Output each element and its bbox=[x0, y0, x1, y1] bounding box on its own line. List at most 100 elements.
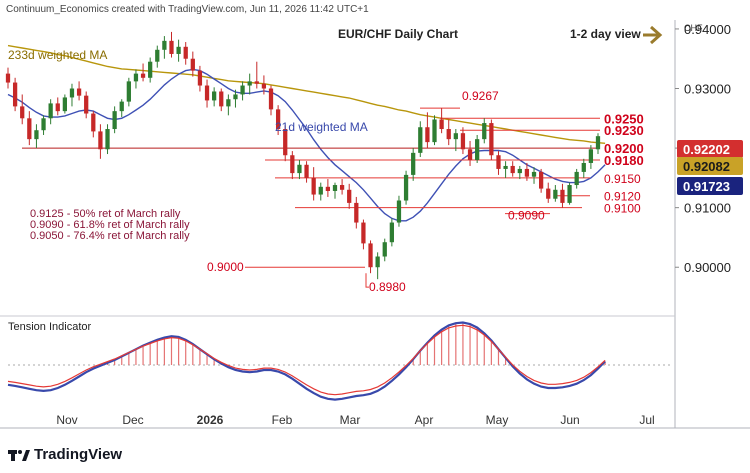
time-tick-label: 2026 bbox=[197, 413, 224, 427]
time-tick-label: May bbox=[486, 413, 509, 427]
time-tick-label: Mar bbox=[340, 413, 361, 427]
candle-body bbox=[304, 164, 309, 178]
candle-body bbox=[439, 119, 444, 130]
candle-body bbox=[418, 127, 423, 153]
candle-body bbox=[226, 99, 231, 107]
candle-body bbox=[354, 202, 359, 223]
candle-body bbox=[219, 91, 224, 107]
candle-body bbox=[20, 106, 25, 119]
level-label: 0.9250 bbox=[604, 111, 644, 126]
candle-body bbox=[76, 88, 82, 96]
level-label: 0.9180 bbox=[604, 153, 644, 168]
candle-body bbox=[567, 185, 572, 203]
level-label: 0.9150 bbox=[604, 172, 641, 186]
tension-line bbox=[7, 321, 606, 401]
candle-body bbox=[546, 188, 551, 199]
candle-body bbox=[531, 171, 537, 177]
candle-body bbox=[453, 133, 458, 140]
candle-body bbox=[55, 103, 60, 112]
level-label: 0.9090 bbox=[508, 209, 545, 223]
candle-body bbox=[517, 168, 522, 174]
price-badge-ma21 bbox=[677, 177, 743, 195]
candle-body bbox=[560, 189, 565, 203]
candle-body bbox=[204, 85, 210, 101]
note-3: 0.9050 - 76.4% ret of March rally bbox=[30, 230, 190, 242]
price-badge-last-label: 0.92202 bbox=[683, 142, 730, 157]
price-tick-label: 0.93000 bbox=[684, 82, 731, 97]
time-tick-label: Jun bbox=[560, 413, 579, 427]
candle-body bbox=[27, 118, 32, 140]
candle-body bbox=[382, 242, 387, 257]
price-tick-label: 0.94000 bbox=[684, 22, 731, 37]
candle-body bbox=[197, 70, 203, 86]
right-arrow-icon bbox=[643, 25, 663, 45]
candle-body bbox=[425, 127, 430, 143]
time-tick-label: Feb bbox=[272, 413, 293, 427]
candle-body bbox=[119, 101, 124, 112]
tradingview-icon bbox=[8, 449, 30, 461]
candle-body bbox=[539, 171, 544, 189]
view-label: 1-2 day view bbox=[570, 27, 641, 41]
level-label: 0.8980 bbox=[369, 280, 406, 294]
candle-body bbox=[325, 186, 331, 191]
candle-body bbox=[212, 91, 217, 101]
candle-body bbox=[240, 85, 245, 95]
chart-title: EUR/CHF Daily Chart bbox=[338, 27, 458, 41]
price-tick-label: 0.91000 bbox=[684, 201, 731, 216]
candle-body bbox=[62, 97, 67, 112]
candle-body bbox=[588, 149, 594, 163]
time-tick-label: Apr bbox=[415, 413, 434, 427]
candle-body bbox=[375, 256, 380, 268]
candle-body bbox=[574, 171, 579, 186]
candle-body bbox=[5, 73, 11, 83]
time-tick-label: Nov bbox=[56, 413, 77, 427]
currency-label: CHF bbox=[684, 23, 703, 33]
candle-body bbox=[297, 164, 302, 174]
price-badge-ma233-label: 0.92082 bbox=[683, 159, 730, 174]
candle-body bbox=[126, 81, 131, 102]
candle-body bbox=[411, 152, 416, 175]
candle-body bbox=[482, 123, 487, 140]
price-badge-ma21-label: 0.91723 bbox=[683, 179, 730, 194]
candle-body bbox=[41, 118, 46, 131]
candle-body bbox=[105, 129, 110, 150]
candle-body bbox=[148, 61, 153, 78]
candle-body bbox=[140, 73, 146, 78]
candle-body bbox=[503, 165, 508, 169]
note-2: 0.9090 - 61.8% ret of March rally bbox=[30, 219, 190, 231]
candle-body bbox=[318, 186, 323, 195]
time-tick-label: Dec bbox=[122, 413, 143, 427]
candle-body bbox=[69, 88, 75, 98]
price-tick-label: 0.90000 bbox=[684, 260, 731, 275]
candle-body bbox=[283, 129, 288, 156]
candle-body bbox=[460, 133, 466, 150]
candle-body bbox=[467, 149, 473, 160]
tension-label: Tension Indicator bbox=[8, 321, 91, 333]
candle-body bbox=[361, 222, 366, 244]
ma233-line bbox=[7, 44, 606, 144]
candle-body bbox=[275, 109, 281, 130]
candle-body bbox=[347, 189, 352, 203]
candle-body bbox=[524, 168, 530, 177]
candle-body bbox=[91, 113, 96, 132]
candle-body bbox=[475, 139, 480, 160]
candle-body bbox=[112, 111, 117, 130]
candle-body bbox=[581, 162, 586, 172]
candle-body bbox=[290, 155, 295, 174]
candle-body bbox=[339, 185, 345, 190]
time-tick-label: Jul bbox=[639, 413, 654, 427]
candle-body bbox=[332, 185, 338, 191]
candle-body bbox=[34, 130, 39, 140]
candle-body bbox=[389, 222, 394, 243]
candle-body bbox=[169, 40, 174, 54]
chart-credit: Continuum_Economics created with Trading… bbox=[6, 4, 369, 15]
level-label: 0.9200 bbox=[604, 141, 644, 156]
candle-body bbox=[496, 155, 501, 169]
candle-body bbox=[162, 40, 167, 50]
candle-body bbox=[183, 46, 188, 59]
candle-body bbox=[12, 82, 18, 107]
candle-body bbox=[510, 165, 515, 174]
candle-body bbox=[84, 95, 89, 114]
candle-body bbox=[133, 73, 139, 82]
